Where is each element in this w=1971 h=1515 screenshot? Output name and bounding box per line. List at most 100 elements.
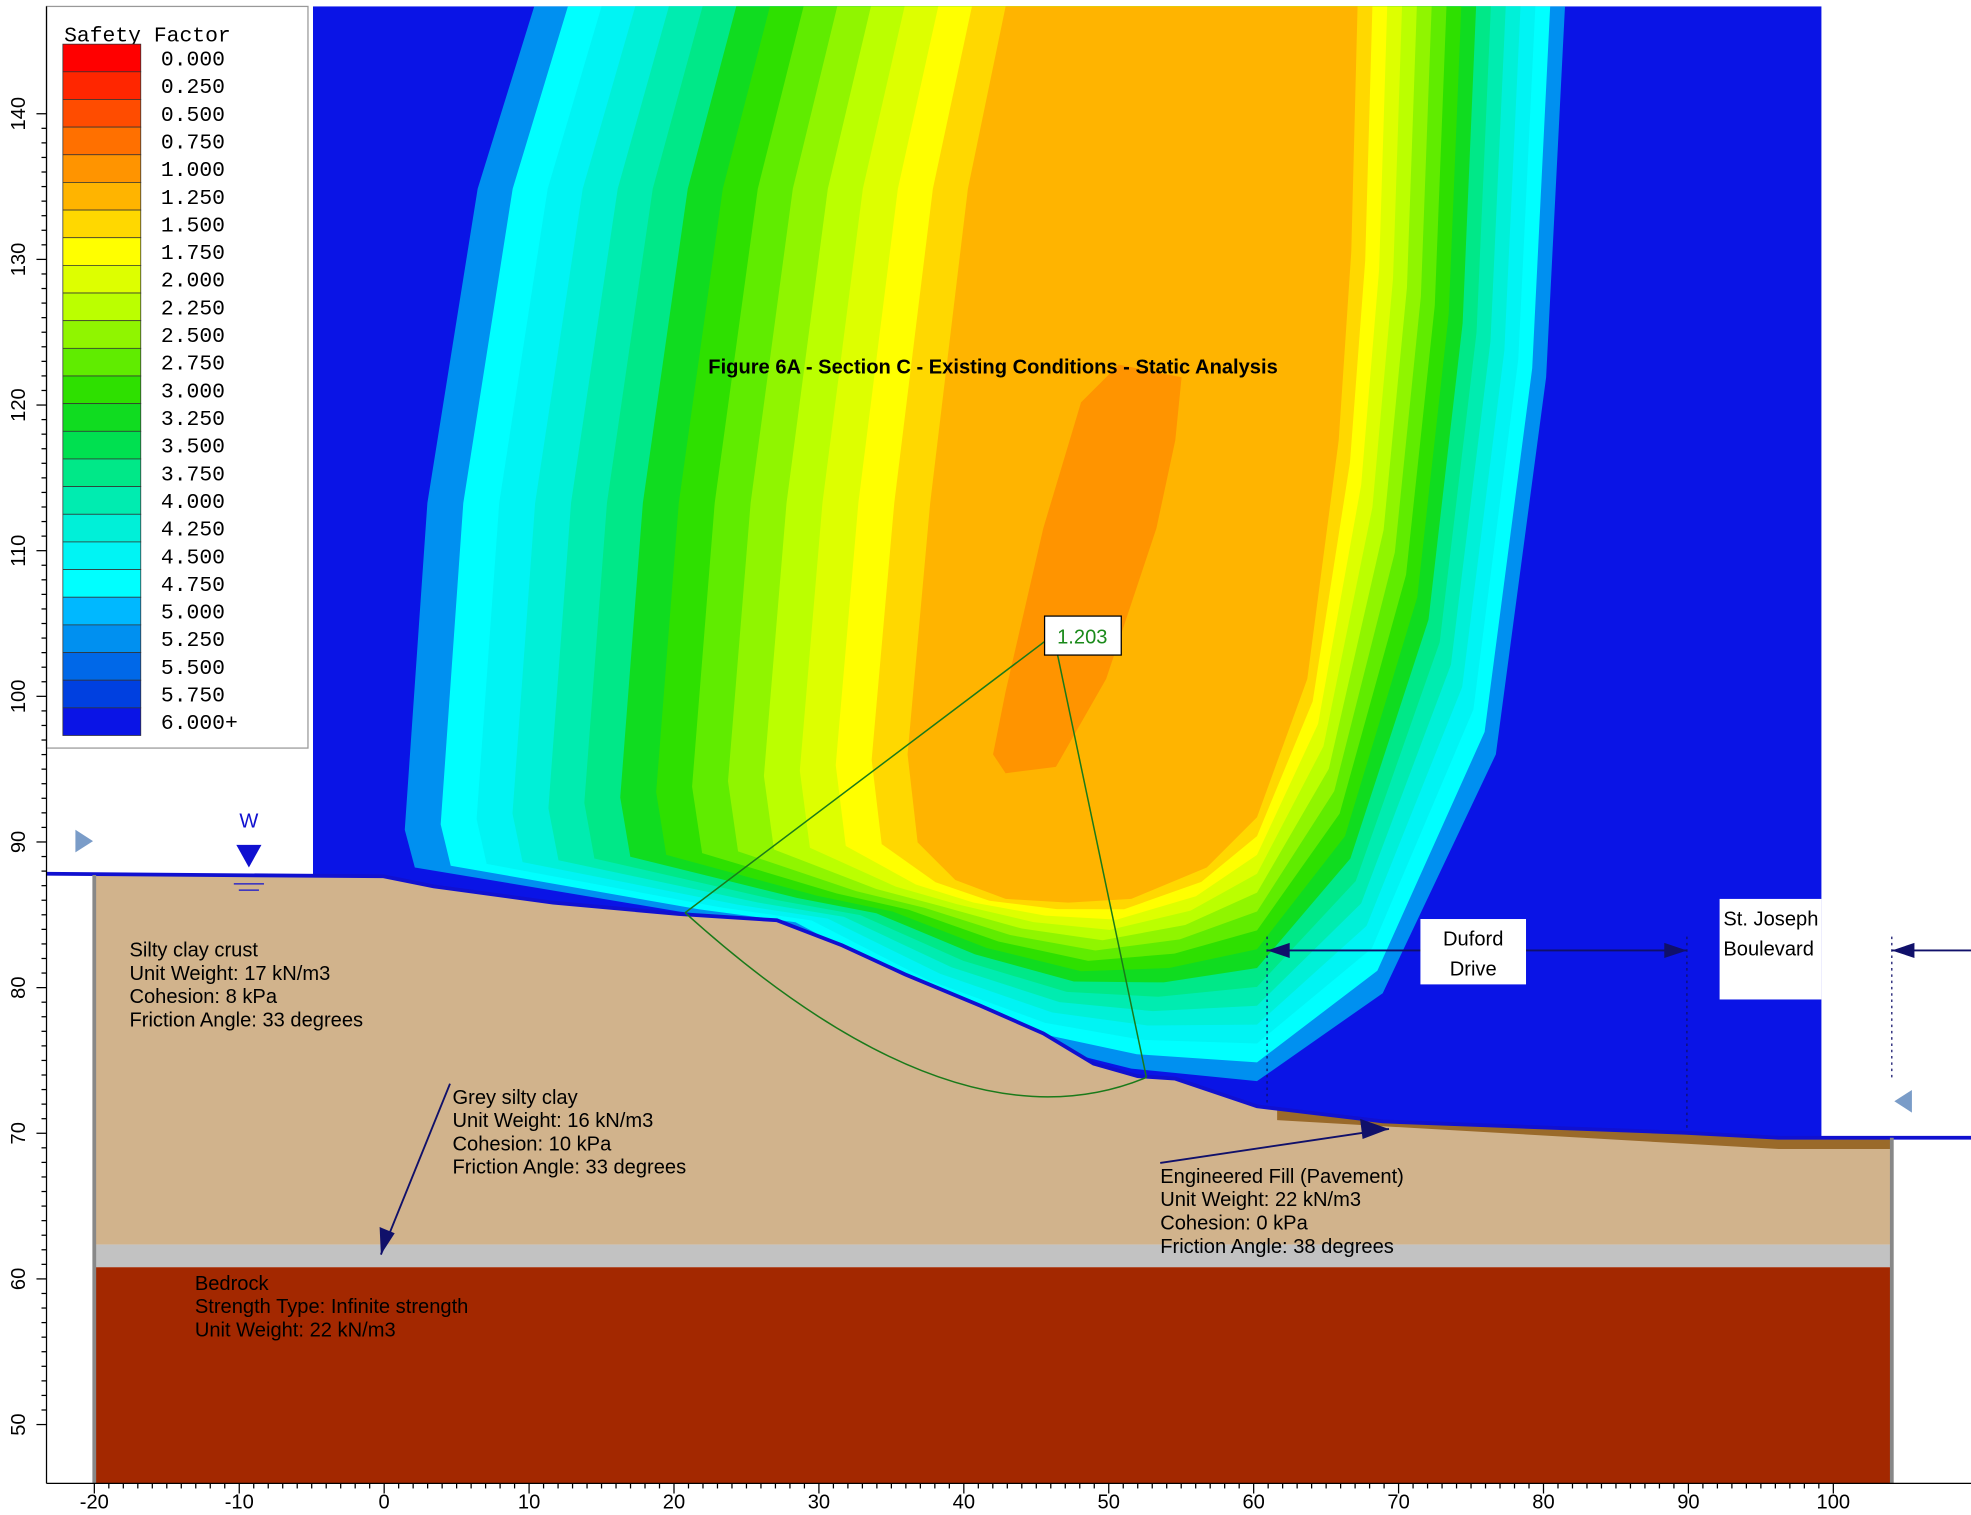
- water-marker: [236, 844, 262, 868]
- boundary-marker: [1894, 1089, 1912, 1113]
- material-label: Unit Weight: 22 kN/m3: [195, 1319, 396, 1341]
- y-tick-label: 110: [8, 535, 30, 567]
- legend-label: 5.000: [161, 602, 225, 626]
- bedrock: [94, 1267, 1892, 1484]
- x-tick-label: 70: [1387, 1492, 1409, 1514]
- y-tick-label: 70: [8, 1122, 30, 1144]
- legend-label: 3.500: [161, 436, 225, 460]
- legend-swatch: [62, 209, 142, 239]
- legend-label: 4.000: [161, 491, 225, 515]
- legend-swatch: [62, 99, 142, 128]
- y-tick-label: 130: [8, 243, 30, 277]
- material-label: Friction Angle: 38 degrees: [1160, 1236, 1394, 1258]
- legend-swatch: [62, 375, 142, 405]
- y-tick-label: 90: [8, 831, 30, 853]
- legend-label: 0.000: [161, 49, 225, 73]
- legend-swatch: [62, 430, 142, 460]
- legend-label: 1.750: [161, 242, 225, 266]
- road-label: Boulevard: [1723, 938, 1814, 960]
- legend-swatch: [62, 292, 142, 322]
- road-label: Drive: [1450, 959, 1497, 981]
- road-label: St. Joseph: [1723, 908, 1818, 930]
- legend-label: 4.500: [161, 546, 225, 570]
- legend-label: 3.750: [161, 463, 225, 487]
- x-tick-label: 20: [663, 1492, 685, 1514]
- legend-label: 4.250: [161, 519, 225, 543]
- x-tick-label: -10: [225, 1492, 254, 1514]
- pointer: [380, 1083, 451, 1256]
- material-label: Engineered Fill (Pavement): [1160, 1166, 1404, 1188]
- pointer: [1160, 1128, 1390, 1164]
- y-tick-label: 120: [8, 388, 30, 422]
- legend-label: 3.000: [161, 380, 225, 404]
- legend-swatch: [62, 596, 142, 626]
- legend-swatch: [62, 652, 142, 681]
- radius: [1052, 634, 1148, 1078]
- y-tick-label: 50: [8, 1413, 30, 1435]
- x-tick-label: 60: [1242, 1492, 1264, 1514]
- legend-swatch: [62, 43, 142, 73]
- legend-label: 0.250: [161, 76, 225, 100]
- arrowhead: [1891, 942, 1915, 958]
- legend-swatch: [62, 541, 142, 570]
- material-label: Strength Type: Infinite strength: [195, 1296, 469, 1318]
- x-tick-label: 50: [1098, 1492, 1120, 1514]
- legend-label: 1.500: [161, 214, 225, 238]
- legend-swatch: [62, 182, 142, 211]
- arrowhead: [379, 1226, 395, 1255]
- legend-label: 1.250: [161, 187, 225, 211]
- legend-swatch: [62, 265, 142, 294]
- x-tick-label: 90: [1677, 1492, 1699, 1514]
- legend-swatch: [62, 707, 142, 736]
- legend-label: 0.500: [161, 104, 225, 128]
- ground-surface: [46, 871, 1971, 1140]
- legend-swatch: [62, 347, 142, 377]
- arrowhead: [1360, 1118, 1390, 1140]
- legend-swatch: [62, 154, 142, 183]
- figure-title: Figure 6A - Section C - Existing Conditi…: [708, 356, 1277, 378]
- material-label: Cohesion: 0 kPa: [1160, 1213, 1308, 1235]
- slip-surface: [684, 912, 1147, 1098]
- legend-label: 6.000+: [161, 712, 238, 736]
- legend-swatch: [62, 126, 142, 156]
- fs-box: [1043, 615, 1122, 656]
- grey-layer: [94, 1244, 1892, 1268]
- material-label: Bedrock: [195, 1273, 270, 1295]
- x-tick-label: 30: [808, 1492, 830, 1514]
- legend-label: 5.750: [161, 685, 225, 709]
- legend-label: 3.250: [161, 408, 225, 432]
- legend-swatch: [62, 486, 142, 515]
- material-label: Cohesion: 8 kPa: [129, 986, 277, 1008]
- legend-label: 2.250: [161, 297, 225, 321]
- contours: [312, 6, 1822, 1138]
- y-tick-label: 140: [8, 97, 30, 131]
- legend-label: 1.000: [161, 159, 225, 183]
- arrowhead: [1267, 942, 1290, 958]
- arrowhead: [1664, 942, 1687, 958]
- axes: -20 -10 0 10 20 30 40 50 60 70 80 90 100 50 60 70 80 90 10…: [8, 6, 1971, 1514]
- label-box: [1719, 898, 1822, 1000]
- label-box: [1420, 919, 1527, 985]
- pavement: [1277, 1110, 1892, 1150]
- legend-swatch: [62, 458, 142, 487]
- legend-label: 5.250: [161, 629, 225, 653]
- contour-band: [993, 364, 1182, 774]
- x-tick-label: 80: [1532, 1492, 1554, 1514]
- legend-swatch: [62, 679, 142, 709]
- legend-label: 5.500: [161, 657, 225, 681]
- material-label: Cohesion: 10 kPa: [453, 1133, 613, 1155]
- boundary-marker: [75, 829, 94, 853]
- water-label: W: [239, 810, 258, 832]
- material-label: Grey silty clay: [453, 1087, 579, 1109]
- legend-label: 2.000: [161, 270, 225, 294]
- material-label: Unit Weight: 16 kN/m3: [453, 1110, 654, 1132]
- y-tick-label: 80: [8, 976, 30, 998]
- radius: [684, 634, 1054, 914]
- soil: [94, 875, 1892, 1245]
- critical-fs: 1.203: [1057, 627, 1107, 649]
- legend-swatch: [62, 624, 142, 653]
- y-tick-label: 100: [8, 680, 30, 714]
- legend-swatch: [62, 403, 142, 432]
- legend-swatch: [62, 71, 142, 100]
